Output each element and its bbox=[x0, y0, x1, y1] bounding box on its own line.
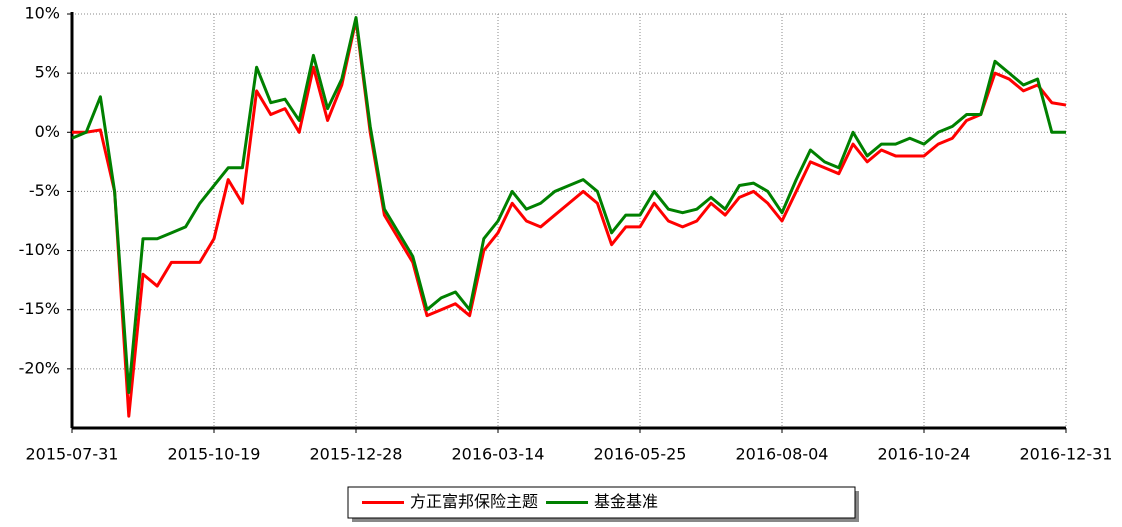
y-tick-label: 5% bbox=[35, 63, 60, 82]
x-tick-label: 2016-08-04 bbox=[736, 445, 829, 464]
y-tick-label: -20% bbox=[19, 358, 60, 377]
x-tick-label: 2015-12-28 bbox=[310, 445, 403, 464]
x-tick-label: 2015-07-31 bbox=[26, 445, 119, 464]
x-tick-label: 2016-05-25 bbox=[594, 445, 687, 464]
legend-label: 方正富邦保险主题 bbox=[410, 492, 538, 511]
legend-label: 基金基准 bbox=[594, 492, 658, 511]
y-tick-label: 10% bbox=[24, 4, 60, 23]
series-line bbox=[71, 16, 1066, 395]
y-tick-label: 0% bbox=[35, 122, 60, 141]
y-tick-label: -10% bbox=[19, 240, 60, 259]
y-tick-label: -5% bbox=[29, 181, 60, 200]
y-tick-label: -15% bbox=[19, 299, 60, 318]
x-tick-label: 2016-03-14 bbox=[452, 445, 545, 464]
x-tick-label: 2015-10-19 bbox=[168, 445, 261, 464]
legend-box bbox=[347, 486, 856, 519]
x-tick-label: 2016-12-31 bbox=[1020, 445, 1113, 464]
x-tick-label: 2016-10-24 bbox=[878, 445, 971, 464]
series-line bbox=[72, 18, 1067, 418]
